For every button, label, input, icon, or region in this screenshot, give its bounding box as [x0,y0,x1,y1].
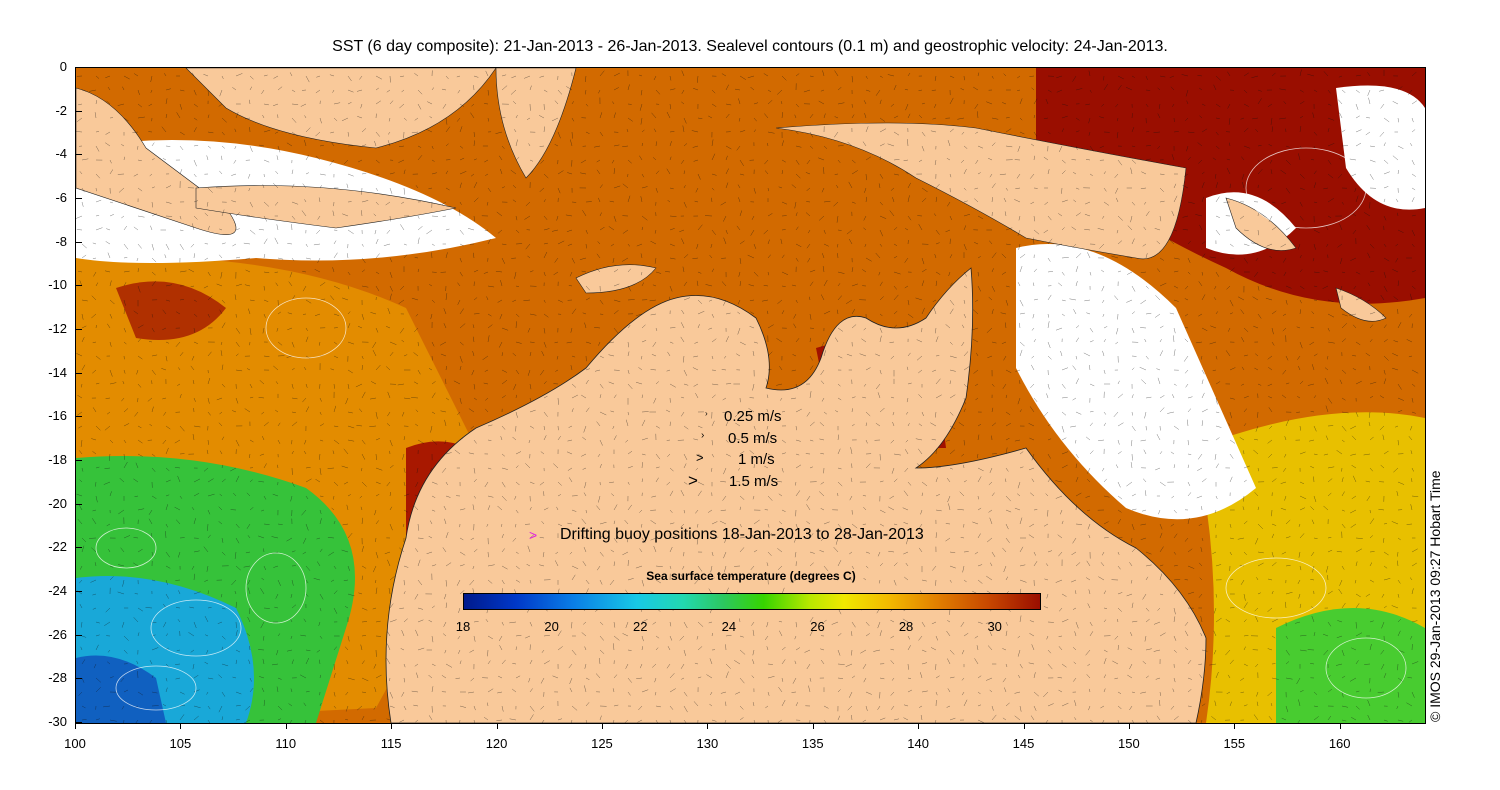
colorbar-title: Sea surface temperature (degrees C) [646,569,856,583]
y-tick-label: -10 [48,277,67,293]
velocity-arrow-icon: > [688,471,698,490]
buoy-marker-icon: > [529,527,538,543]
x-tick-label: 150 [1118,736,1140,751]
velocity-field [76,69,1419,723]
y-tick-mark [76,416,82,418]
y-tick-mark [76,547,82,549]
colorbar-tick-label: 30 [987,619,1002,634]
y-tick-mark [76,67,82,68]
velocity-arrow-icon: › [705,409,708,418]
x-tick-mark [496,723,498,729]
colorbar-tick-label: 26 [810,619,825,634]
x-tick-label: 120 [485,736,508,751]
y-tick-mark [76,634,82,636]
land-sulawesi [495,68,577,179]
y-tick-mark [76,198,82,199]
x-tick-mark [918,723,920,729]
y-tick-label: -30 [48,714,67,729]
y-tick-label: -28 [48,670,67,686]
land-new-guinea [775,122,1187,260]
y-tick-mark [76,285,82,287]
land-new-britain [1225,197,1297,251]
x-tick-label: 155 [1223,736,1246,751]
x-tick-label: 145 [1012,736,1035,751]
colorbar-tick-label: 28 [898,619,914,634]
velocity-arrow-icon: › [701,430,705,441]
y-tick-label: -20 [48,495,67,511]
y-tick-label: 0 [59,59,67,74]
x-tick-mark [180,723,182,729]
credit-text: © IMOS 29-Jan-2013 09:27 Hobart Time [1427,470,1443,722]
y-tick-mark [76,329,82,330]
y-tick-label: -4 [55,146,67,162]
y-tick-label: -18 [48,452,67,467]
velocity-legend-label: 0.25 m/s [724,408,782,425]
y-tick-mark [76,110,82,112]
x-tick-mark [1128,723,1130,729]
colorbar-tick-label: 24 [721,619,737,634]
y-tick-mark [76,372,82,374]
x-tick-mark [707,723,709,729]
colorbar-tick-label: 20 [544,619,559,634]
y-tick-mark [76,503,82,505]
x-tick-label: 100 [64,736,86,751]
y-tick-mark [76,241,82,243]
velocity-legend-label: 1.5 m/s [729,473,779,490]
y-tick-mark [76,678,82,680]
x-tick-mark [601,723,603,729]
x-tick-mark [1023,723,1025,729]
colorbar [463,593,1041,610]
x-tick-mark [812,723,814,729]
y-tick-label: -24 [48,583,67,598]
buoy-legend-label: Drifting buoy positions 18-Jan-2013 to 2… [560,526,924,543]
map-title: SST (6 day composite): 21-Jan-2013 - 26-… [332,38,1168,55]
x-tick-mark [75,723,76,729]
y-tick-label: -8 [55,233,67,249]
x-tick-label: 160 [1328,736,1351,751]
x-tick-label: 125 [591,736,613,751]
sst-map-canvas [76,68,1425,723]
colorbar-tick-label: 22 [632,619,648,634]
x-tick-mark [285,723,287,729]
x-tick-label: 110 [275,736,297,751]
x-tick-label: 140 [907,736,929,751]
y-tick-label: -2 [55,102,67,118]
y-tick-label: -6 [55,190,67,205]
ocean-coldest [76,655,166,723]
y-tick-label: -26 [48,626,67,642]
velocity-legend-label: 0.5 m/s [728,430,778,447]
y-tick-mark [76,460,82,461]
x-tick-mark [1339,723,1341,729]
ocean-hot-west [116,281,226,340]
colorbar-tick-label: 18 [455,619,471,634]
velocity-legend-label: 1 m/s [738,451,775,468]
y-tick-label: -14 [48,364,67,380]
y-tick-label: -16 [48,408,67,424]
velocity-arrow-icon: > [696,450,704,465]
x-tick-label: 135 [801,736,824,751]
cloud-coral-sea [1016,244,1256,520]
land-java [195,185,457,229]
y-tick-mark [76,722,82,723]
x-tick-label: 130 [696,736,719,751]
y-tick-label: -22 [48,539,67,555]
land-timor [575,264,657,294]
x-tick-label: 105 [169,736,192,751]
x-tick-label: 115 [380,736,402,751]
y-tick-label: -12 [48,321,67,336]
y-tick-mark [76,591,82,592]
x-tick-mark [1234,723,1236,729]
land-borneo [185,68,497,149]
sst-map [75,67,1426,724]
sealevel-contours [95,147,1407,711]
x-tick-mark [391,723,393,729]
y-tick-mark [76,154,82,156]
tasman-cool [1276,608,1425,723]
